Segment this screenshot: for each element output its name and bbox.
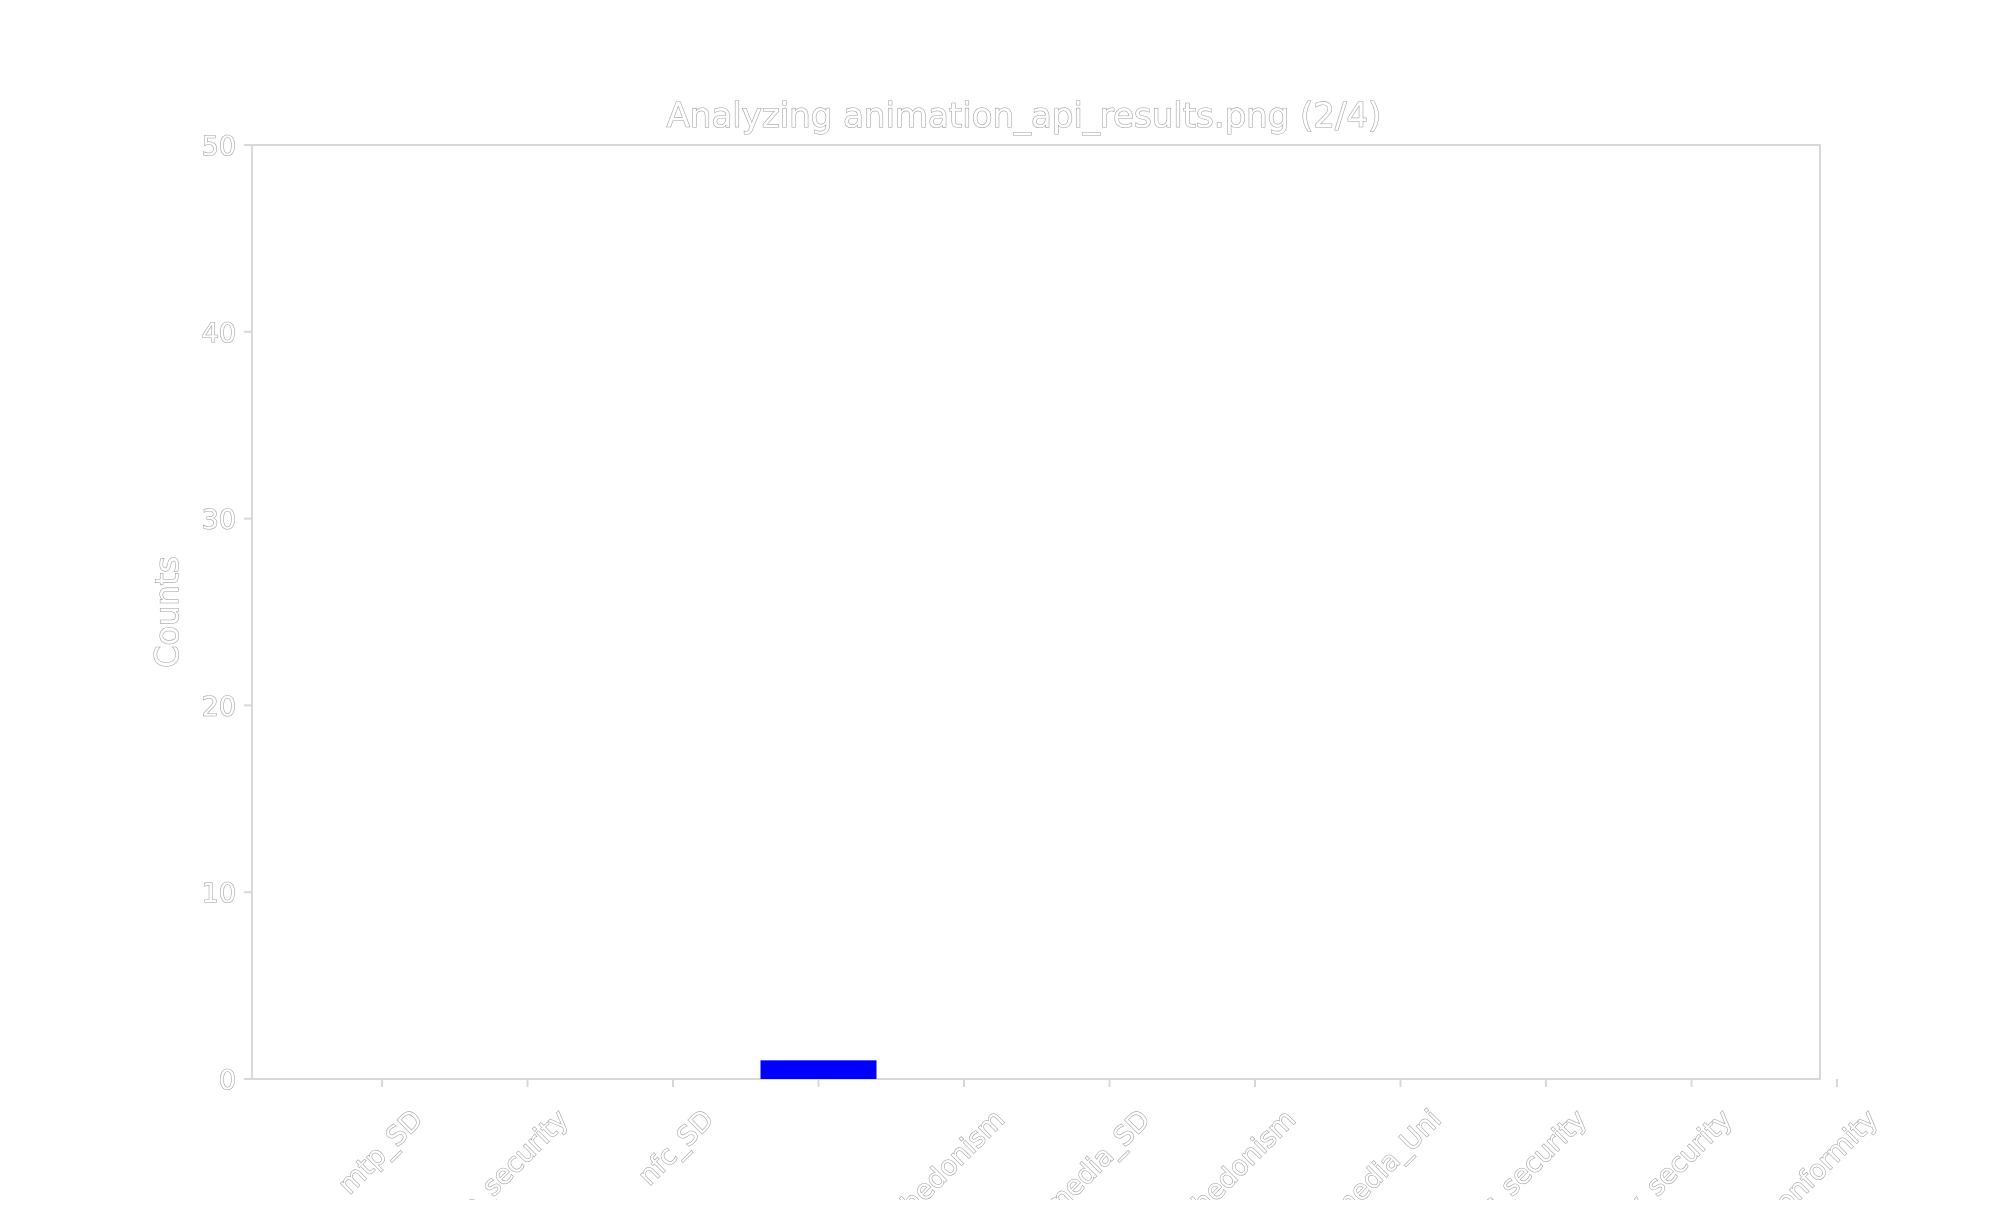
- x-tick-label: re_security: [448, 1104, 575, 1200]
- y-tick-label: 10: [202, 878, 236, 909]
- bars-group: [760, 1060, 877, 1079]
- plot-area-frame: [251, 144, 1821, 1080]
- x-tick-label: my_security: [1601, 1104, 1739, 1200]
- x-tick-label: nfc_security: [1456, 1104, 1593, 1200]
- x-tick-label: hedonism: [1186, 1104, 1302, 1200]
- bar: [760, 1060, 877, 1079]
- chart-title: Analyzing animation_api_results.png (2/4…: [667, 96, 1382, 136]
- y-tick-label: 0: [219, 1065, 236, 1096]
- y-tick-label: 50: [202, 131, 236, 162]
- x-tick-label: mtp_SD: [332, 1104, 428, 1200]
- x-tick-label: media_Uni: [1325, 1104, 1447, 1200]
- y-tick-label: 20: [202, 691, 236, 722]
- y-axis-label: Counts: [148, 556, 186, 668]
- x-tick-label: media_SD: [1039, 1104, 1157, 1200]
- y-tick-label: 40: [202, 318, 236, 349]
- x-axis-ticks: mtp_SD re_security nfc_SD hedonism media_SD h…: [332, 1079, 1885, 1205]
- x-tick-label: nfc_SD: [632, 1104, 720, 1192]
- x-tick-label: conformity: [1759, 1104, 1884, 1200]
- y-axis-ticks: 0 10 20 30 40 50: [201, 130, 252, 1097]
- x-tick-label: hedonism: [895, 1104, 1011, 1200]
- y-tick-label: 30: [202, 505, 236, 536]
